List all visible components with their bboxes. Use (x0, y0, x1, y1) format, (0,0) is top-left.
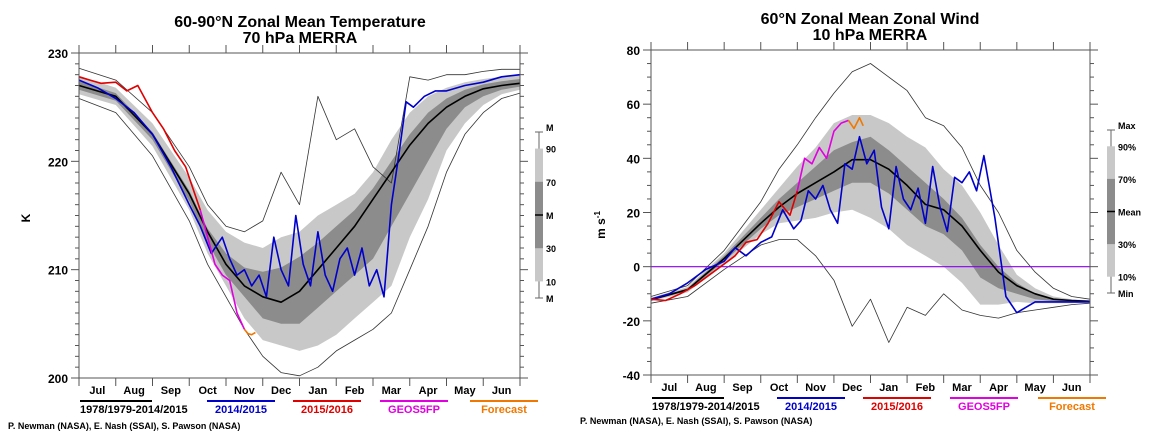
x-tick-label: Apr (419, 385, 439, 397)
x-tick-label: Sep (161, 385, 181, 397)
max-line (650, 63, 1091, 300)
temperature-chart: 60-90°N Zonal Mean Temperature 70 hPa ME… (8, 14, 556, 431)
key-label: M (546, 123, 554, 133)
series-line-2014-2015 (78, 73, 521, 298)
key-label: 10% (1118, 273, 1136, 283)
x-tick-label: Nov (234, 385, 256, 397)
min-line (78, 92, 521, 377)
x-tick-label: Dec (842, 382, 862, 394)
x-tick-label: Oct (198, 385, 217, 397)
legend-label: 1978/1979-2014/2015 (80, 404, 188, 416)
x-tick-label: Jun (492, 385, 512, 397)
x-tick-label: Feb (345, 385, 365, 397)
key-label: Min (1118, 289, 1134, 299)
x-tick-label: Aug (123, 385, 144, 397)
legend-label: 1978/1979-2014/2015 (652, 401, 760, 413)
key-label: M (546, 211, 554, 221)
key-label: Mean (1118, 208, 1141, 218)
band-30-70 (651, 136, 1090, 302)
x-tick-label: Oct (770, 382, 789, 394)
y-axis-label: K (19, 213, 33, 222)
key-label: 70 (546, 178, 556, 188)
legend-label: GEOS5FP (958, 401, 1010, 413)
x-tick-label: Apr (989, 382, 1009, 394)
chart-title: 60°N Zonal Mean Zonal Wind (761, 11, 980, 28)
chart-subtitle: 10 hPa MERRA (813, 27, 928, 44)
y-tick-label: 80 (627, 44, 641, 58)
key-label: 90 (546, 145, 556, 155)
series-line-2014-2015 (650, 135, 1090, 314)
legend-label: Forecast (481, 404, 527, 416)
x-tick-label: Aug (695, 382, 716, 394)
legend-label: 2015/2016 (301, 404, 353, 416)
x-tick-label: Jul (89, 385, 105, 397)
y-tick-label: 200 (48, 372, 68, 386)
legend-label: Forecast (1049, 401, 1095, 413)
wind-chart: 60°N Zonal Mean Zonal Wind 10 hPa MERRA … (580, 11, 1141, 426)
x-tick-label: May (1024, 382, 1046, 394)
x-tick-label: Feb (916, 382, 936, 394)
credit-text: P. Newman (NASA), E. Nash (SSAI), S. Paw… (8, 421, 240, 431)
y-axis-label-sup: -1 (593, 211, 602, 219)
y-tick-label: 220 (48, 155, 68, 169)
series-line-2015-2016 (650, 190, 799, 302)
band-30-70 (79, 79, 520, 324)
key-label: 30% (1118, 240, 1136, 250)
key-label: M (546, 294, 554, 304)
key-label: 70% (1118, 175, 1136, 185)
series-line-2015-2016 (78, 76, 202, 211)
y-tick-label: 40 (627, 152, 641, 166)
y-tick-label: 230 (48, 47, 68, 61)
y-axis-label: m s-1 (593, 211, 608, 239)
x-tick-label: Jan (879, 382, 898, 394)
series-line-geos5fp (796, 119, 849, 191)
x-tick-label: Mar (952, 382, 972, 394)
y-tick-label: -40 (623, 369, 641, 383)
y-axis-label-main: m s (594, 218, 608, 239)
x-tick-label: Mar (382, 385, 402, 397)
x-tick-label: Sep (732, 382, 752, 394)
chart-subtitle: 70 hPa MERRA (243, 30, 358, 47)
x-tick-label: Jul (661, 382, 677, 394)
credit-text: P. Newman (NASA), E. Nash (SSAI), S. Paw… (580, 416, 812, 426)
x-tick-label: Jan (308, 385, 327, 397)
key-label: 10 (546, 277, 556, 287)
legend-label: 2015/2016 (871, 401, 923, 413)
chart-title: 60-90°N Zonal Mean Temperature (174, 14, 426, 31)
y-tick-label: 20 (627, 207, 641, 221)
legend-label: 2014/2015 (785, 401, 837, 413)
y-tick-label: 210 (48, 264, 68, 278)
series-line-forecast (847, 116, 864, 130)
min-line (650, 239, 1091, 343)
key-label: 30 (546, 244, 556, 254)
series-line-forecast (243, 328, 256, 336)
mean-line (78, 82, 521, 303)
series-line-geos5fp (199, 209, 246, 330)
key-label: Max (1118, 121, 1136, 131)
y-tick-label: 0 (633, 261, 640, 275)
x-tick-label: Dec (271, 385, 291, 397)
y-tick-label: -20 (623, 315, 641, 329)
max-line (78, 67, 520, 233)
x-tick-label: May (454, 385, 476, 397)
key-label: 90% (1118, 142, 1136, 152)
legend-label: GEOS5FP (388, 404, 440, 416)
x-tick-label: Nov (805, 382, 827, 394)
y-tick-label: 60 (627, 98, 641, 112)
legend-label: 2014/2015 (215, 404, 267, 416)
x-tick-label: Jun (1062, 382, 1082, 394)
